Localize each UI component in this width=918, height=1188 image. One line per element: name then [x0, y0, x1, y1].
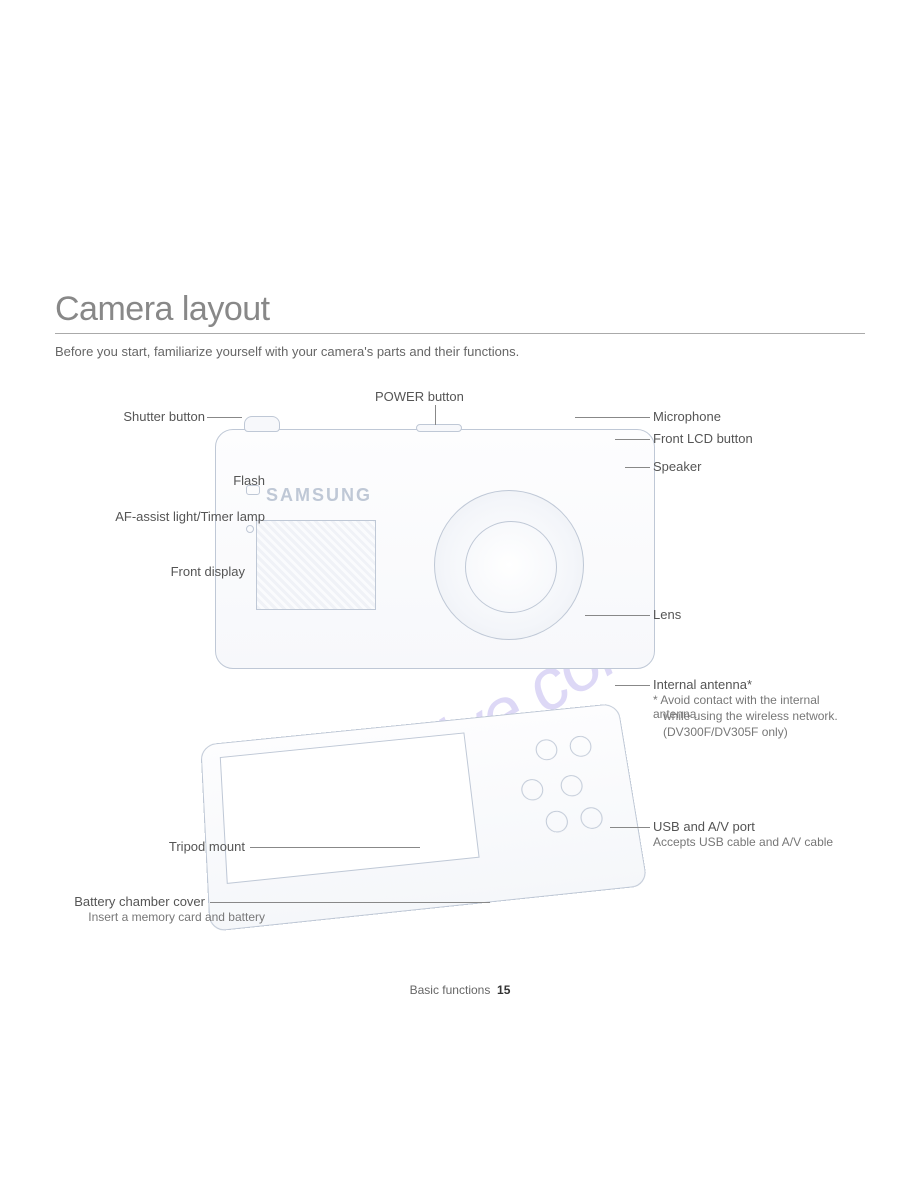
lens-shape: [434, 490, 584, 640]
label-usb-note: Accepts USB cable and A/V cable: [653, 835, 833, 849]
power-shape: [416, 424, 462, 432]
label-tripod: Tripod mount: [169, 839, 245, 854]
label-power: POWER button: [375, 389, 464, 404]
label-antenna-note3: (DV300F/DV305F only): [663, 725, 788, 739]
label-shutter: Shutter button: [123, 409, 205, 424]
camera-back-illustration: [200, 703, 648, 932]
label-flash: Flash: [233, 473, 265, 488]
label-lens: Lens: [653, 607, 681, 622]
lcd-shape: [220, 732, 480, 883]
label-battery-note: Insert a memory card and battery: [88, 910, 265, 924]
label-mic: Microphone: [653, 409, 721, 424]
label-usb: USB and A/V port: [653, 819, 755, 834]
manual-page: Camera layout Before you start, familiar…: [55, 290, 865, 969]
label-antenna-note2: while using the wireless network.: [663, 709, 838, 723]
label-antenna: Internal antenna*: [653, 677, 752, 692]
label-battery: Battery chamber cover: [74, 894, 205, 909]
front-display-shape: [256, 520, 376, 610]
label-af: AF-assist light/Timer lamp: [115, 509, 265, 524]
shutter-shape: [244, 416, 280, 432]
af-shape: [246, 525, 254, 533]
diagram: manualslive.com SAMSUNG POWER butto: [55, 389, 865, 969]
camera-front-illustration: SAMSUNG: [215, 429, 655, 669]
label-frontlcd: Front LCD button: [653, 431, 753, 446]
brand-text: SAMSUNG: [266, 485, 372, 506]
button-cluster: [495, 734, 619, 851]
intro-text: Before you start, familiarize yourself w…: [55, 344, 865, 359]
page-title: Camera layout: [55, 290, 865, 334]
label-speaker: Speaker: [653, 459, 701, 474]
footer-page-number: 15: [497, 983, 510, 997]
footer-section: Basic functions: [410, 983, 491, 997]
page-footer: Basic functions 15: [55, 983, 865, 997]
label-frontdisp: Front display: [171, 564, 245, 579]
